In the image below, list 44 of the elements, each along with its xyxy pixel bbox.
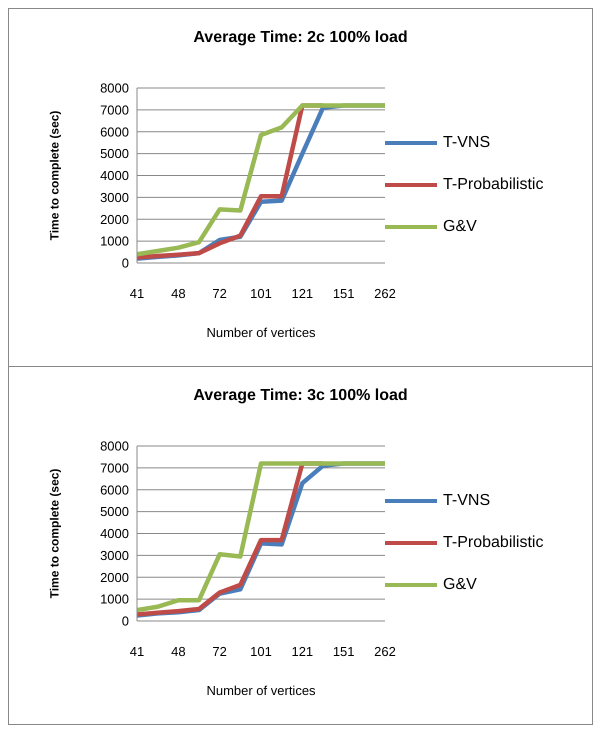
y-tick-label: 6000 bbox=[100, 482, 129, 498]
y-tick-label: 4000 bbox=[100, 168, 129, 184]
y-tick-label: 2000 bbox=[100, 212, 129, 227]
x-tick-label: 41 bbox=[130, 286, 144, 302]
y-axis-title: Time to complete (sec) bbox=[47, 468, 62, 598]
x-tick-label: 262 bbox=[374, 644, 396, 660]
chart-title: Average Time: 3c 100% load bbox=[192, 387, 409, 405]
y-tick-label: 8000 bbox=[100, 438, 129, 454]
legend-label: T-Probabilistic bbox=[443, 534, 544, 552]
x-tick-label: 262 bbox=[374, 286, 396, 302]
x-tick-label: 72 bbox=[212, 644, 227, 660]
y-tick-label: 7000 bbox=[100, 460, 129, 476]
y-tick-label: 3000 bbox=[100, 548, 129, 563]
y-tick-label: 3000 bbox=[100, 190, 129, 205]
y-tick-label: 0 bbox=[122, 256, 129, 271]
x-tick-label: 72 bbox=[212, 286, 227, 302]
y-tick-label: 6000 bbox=[100, 124, 129, 140]
legend-label: T-VNS bbox=[443, 134, 490, 152]
x-tick-label: 121 bbox=[291, 644, 314, 660]
y-tick-label: 4000 bbox=[100, 526, 129, 542]
x-tick-label: 151 bbox=[332, 286, 355, 302]
x-axis-title: Number of vertices bbox=[206, 683, 316, 698]
x-tick-label: 101 bbox=[250, 644, 272, 660]
legend-label: T-Probabilistic bbox=[443, 176, 544, 194]
y-tick-label: 7000 bbox=[100, 102, 129, 118]
x-axis-title: Number of vertices bbox=[206, 325, 316, 340]
x-tick-label: 101 bbox=[250, 286, 272, 302]
y-tick-label: 0 bbox=[122, 614, 129, 629]
y-tick-label: 5000 bbox=[100, 146, 129, 162]
y-axis-title: Time to complete (sec) bbox=[47, 110, 62, 240]
x-tick-label: 121 bbox=[291, 286, 314, 302]
y-tick-label: 2000 bbox=[100, 570, 129, 585]
y-tick-label: 5000 bbox=[100, 504, 129, 520]
x-tick-label: 48 bbox=[171, 286, 186, 302]
x-tick-label: 151 bbox=[332, 644, 355, 660]
x-tick-label: 41 bbox=[130, 644, 144, 660]
y-tick-label: 1000 bbox=[100, 592, 129, 607]
x-tick-label: 48 bbox=[171, 644, 186, 660]
legend-label: G&V bbox=[443, 218, 477, 236]
y-tick-label: 8000 bbox=[100, 80, 129, 96]
legend-label: G&V bbox=[443, 576, 477, 594]
legend-label: T-VNS bbox=[443, 492, 490, 510]
y-tick-label: 1000 bbox=[100, 234, 129, 249]
chart-title: Average Time: 2c 100% load bbox=[192, 29, 409, 47]
